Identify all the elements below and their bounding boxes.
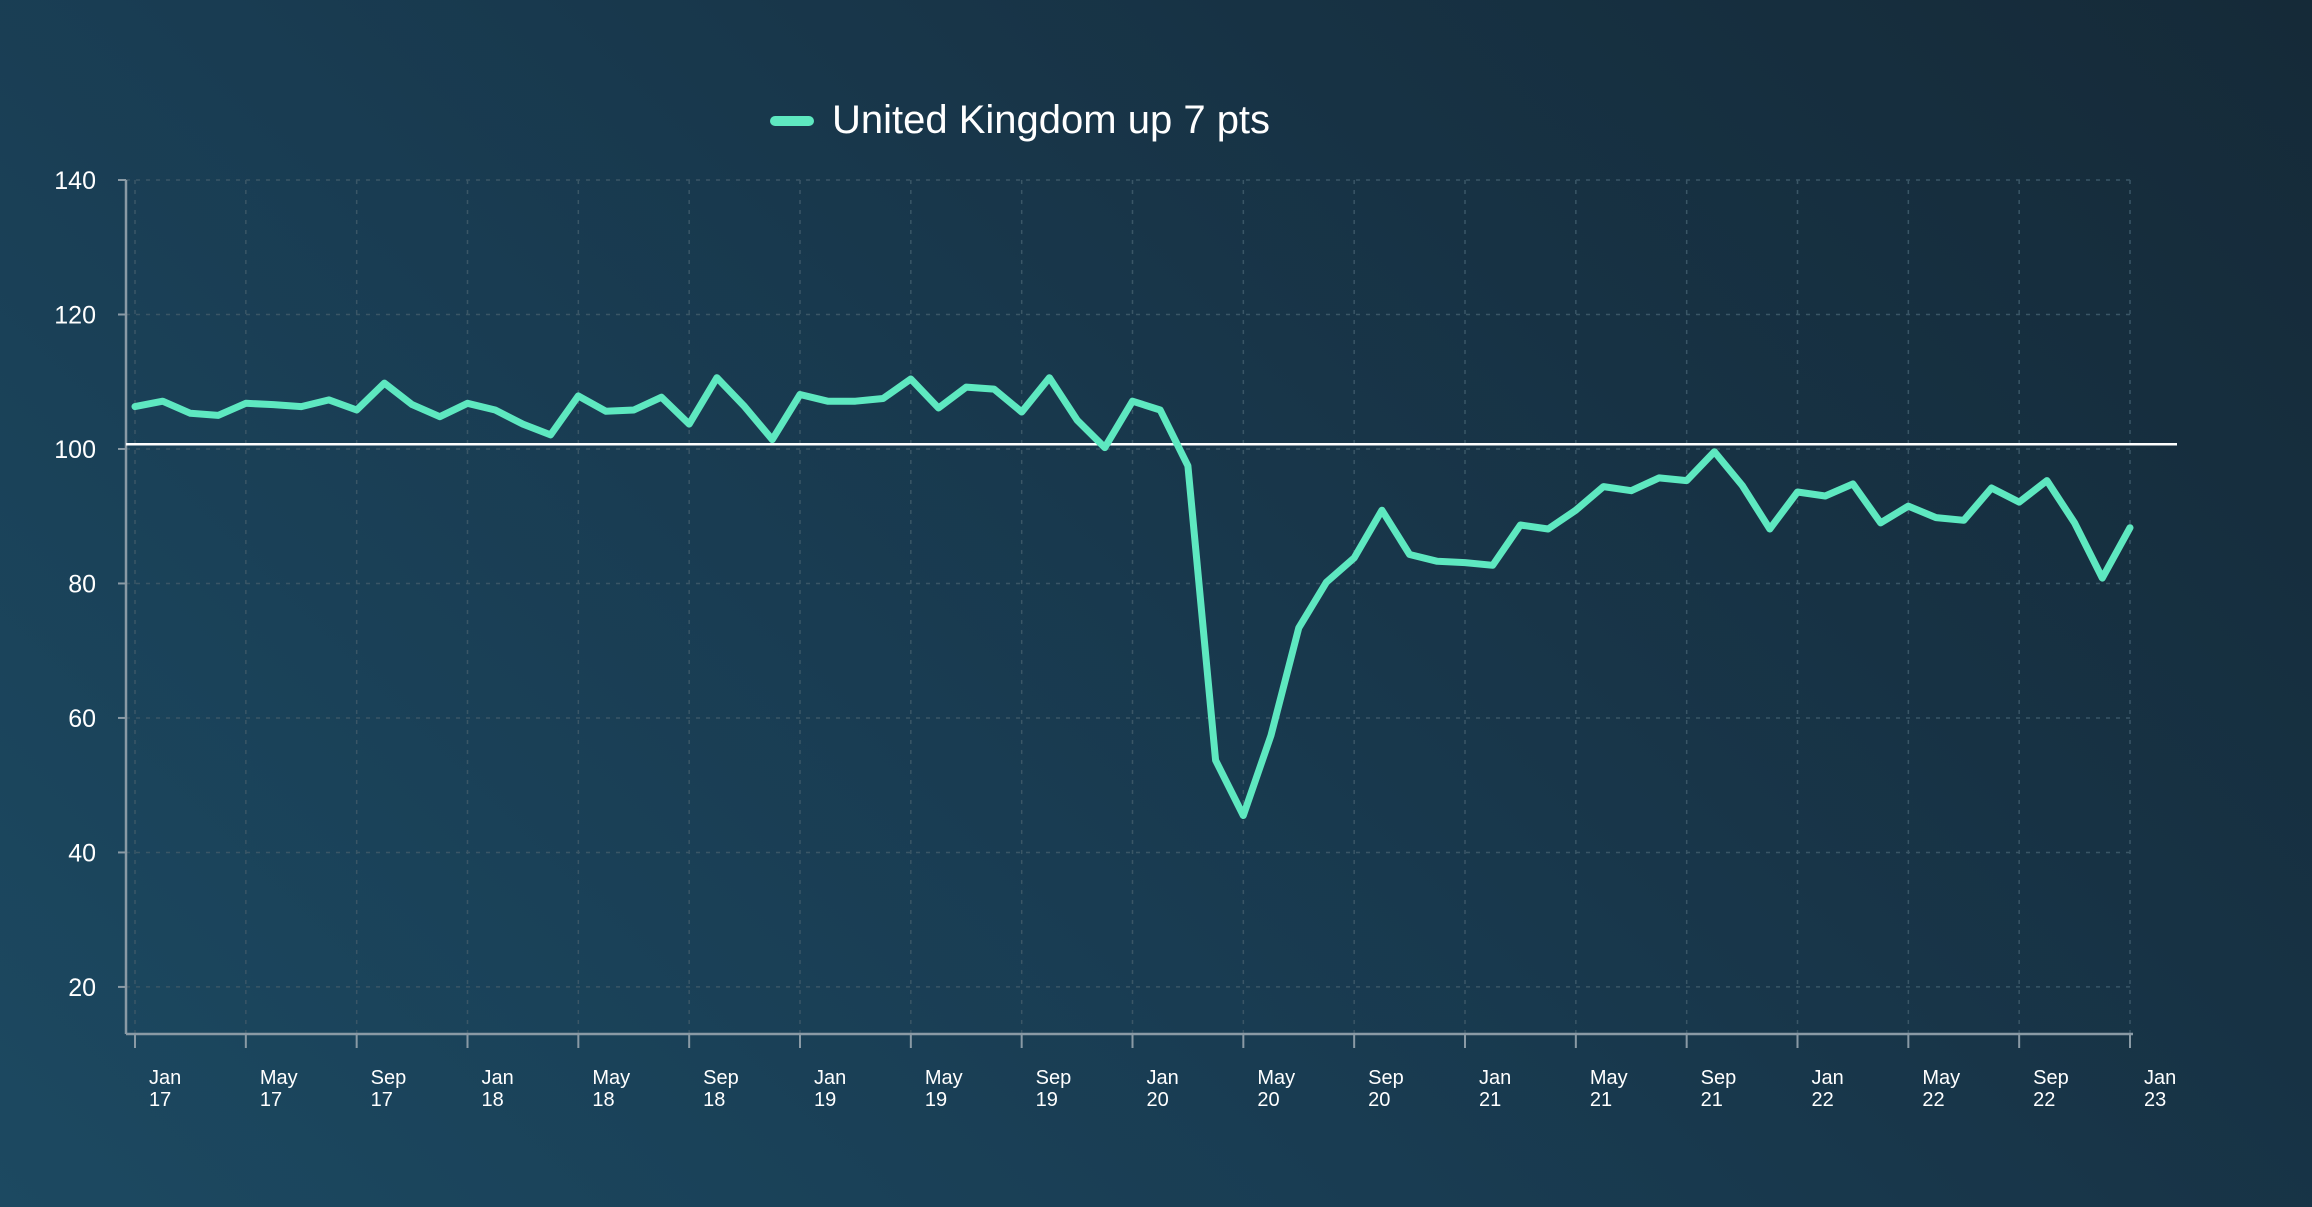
x-tick-label-year: 22 [1812,1089,1834,1111]
x-tick-label-year: 20 [1257,1089,1279,1111]
x-tick-label-month: Sep [1701,1067,1737,1089]
x-tick-label-year: 20 [1368,1089,1390,1111]
x-tick-label-month: Jan [814,1067,846,1089]
y-tick-label: 20 [68,974,96,1002]
x-tick-label-month: Jan [1147,1067,1179,1089]
x-tick-label-year: 17 [260,1089,282,1111]
x-tick-label-month: Jan [1479,1067,1511,1089]
legend-swatch [770,115,814,126]
x-tick-label-month: Sep [703,1067,739,1089]
y-tick-label: 100 [54,436,96,464]
x-tick-label-month: Jan [482,1067,514,1089]
x-tick-label-month: May [1257,1067,1295,1089]
x-tick-label-month: May [925,1067,963,1089]
x-tick-label-month: Jan [1812,1067,1844,1089]
x-tick-label-month: Sep [371,1067,407,1089]
x-tick-label-year: 19 [814,1089,836,1111]
x-tick-label-year: 17 [371,1089,393,1111]
x-tick-label-year: 23 [2144,1089,2166,1111]
x-tick-label-month: May [260,1067,298,1089]
y-tick-label: 40 [68,839,96,867]
x-tick-label-month: Sep [1368,1067,1404,1089]
x-tick-label-month: Sep [1036,1067,1072,1089]
x-tick-label-year: 18 [703,1089,725,1111]
y-tick-label: 140 [54,167,96,195]
x-tick-label-year: 22 [1922,1089,1944,1111]
y-tick-label: 80 [68,570,96,598]
x-tick-label-month: May [1590,1067,1628,1089]
y-tick-label: 120 [54,301,96,329]
x-tick-label-month: Jan [149,1067,181,1089]
x-tick-label-year: 18 [482,1089,504,1111]
x-tick-label-month: May [592,1067,630,1089]
x-tick-label-year: 21 [1479,1089,1501,1111]
x-tick-label-year: 21 [1701,1089,1723,1111]
x-tick-label-year: 21 [1590,1089,1612,1111]
x-tick-label-year: 22 [2033,1089,2055,1111]
y-tick-label: 60 [68,705,96,733]
x-tick-label-year: 18 [592,1089,614,1111]
x-tick-label-month: Sep [2033,1067,2069,1089]
series-line [131,374,2134,819]
legend: United Kingdom up 7 pts [770,98,1270,143]
x-tick-label-year: 17 [149,1089,171,1111]
x-tick-label-month: Jan [2144,1067,2176,1089]
x-tick-label-month: May [1922,1067,1960,1089]
legend-label: United Kingdom up 7 pts [832,98,1271,142]
x-tick-label-year: 19 [925,1089,947,1111]
x-tick-label-year: 19 [1036,1089,1058,1111]
x-tick-label-year: 20 [1147,1089,1169,1111]
